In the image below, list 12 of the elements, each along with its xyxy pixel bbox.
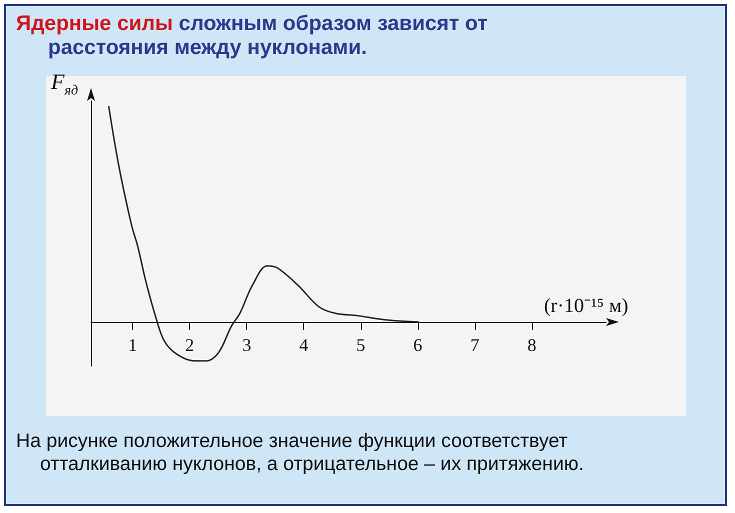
x-tick-label: 7	[470, 335, 480, 356]
x-tick-label: 5	[356, 335, 366, 356]
x-tick-label: 8	[527, 335, 536, 356]
x-tick-label: 3	[242, 335, 252, 356]
x-tick-label: 1	[128, 335, 138, 356]
x-tick-label: 4	[299, 335, 308, 356]
text: На рисунке положительное значение функции соответствует отталкиванию нуклонов, а отрицательное – их притяжению.	[16, 430, 585, 476]
x-tick-label: 6	[413, 335, 422, 356]
x-axis-title: (r·10⁻¹⁵ м)	[544, 295, 628, 318]
x-tick-label: 2	[185, 335, 194, 356]
chart-title: Ядерные силы сложным образом зависят от расстояния между нуклонами.	[16, 12, 489, 60]
y-axis-title: F$_{яд}$	[51, 69, 78, 100]
